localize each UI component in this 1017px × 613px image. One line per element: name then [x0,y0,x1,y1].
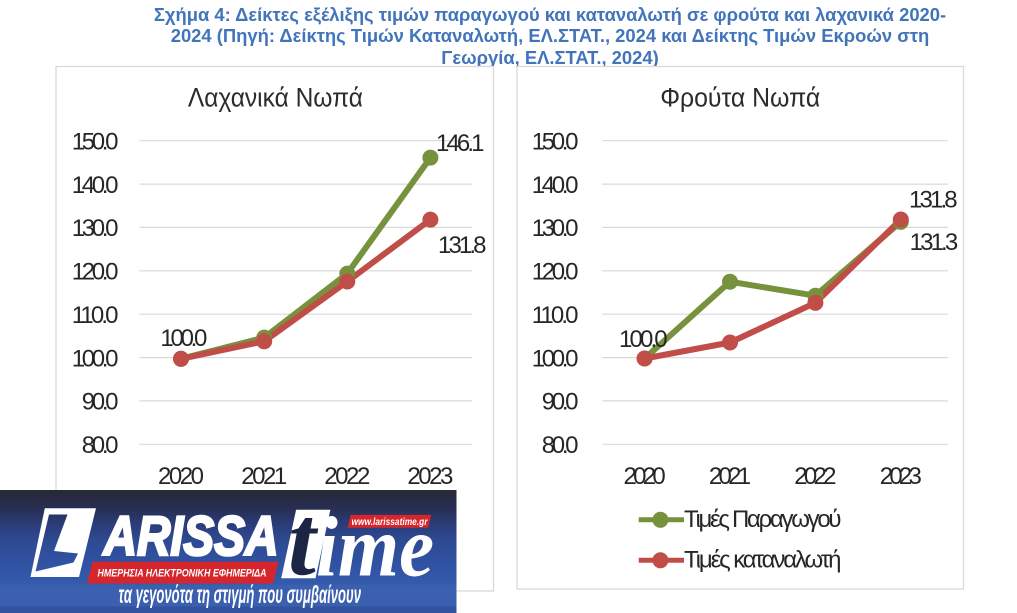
svg-text:Λαχανικά Νωπά: Λαχανικά Νωπά [188,83,363,113]
svg-text:146.1: 146.1 [436,130,485,157]
svg-text:80.0: 80.0 [82,432,119,459]
svg-text:130.0: 130.0 [72,215,119,242]
svg-text:ime: ime [316,499,434,595]
svg-text:90.0: 90.0 [82,389,119,416]
svg-text:80.0: 80.0 [542,432,579,459]
svg-text:Τιμές καταναλωτή: Τιμές καταναλωτή [684,547,842,574]
svg-text:130.0: 130.0 [532,215,579,242]
svg-text:2020: 2020 [158,463,204,490]
svg-text:131.8: 131.8 [909,186,958,213]
svg-text:τα γεγονότα τη στιγμή που συμβ: τα γεγονότα τη στιγμή που συμβαίνουν [119,581,362,609]
svg-text:2023: 2023 [880,463,922,490]
svg-text:www.larissatime.gr: www.larissatime.gr [352,516,429,528]
svg-text:140.0: 140.0 [72,172,119,199]
svg-text:100.0: 100.0 [160,325,207,352]
svg-text:110.0: 110.0 [532,302,579,329]
svg-text:150.0: 150.0 [532,128,579,155]
svg-text:140.0: 140.0 [532,172,579,199]
svg-text:150.0: 150.0 [72,128,119,155]
svg-text:2021: 2021 [709,463,751,490]
svg-text:120.0: 120.0 [532,259,579,286]
svg-text:Τιμές Παραγωγού: Τιμές Παραγωγού [684,506,842,533]
svg-text:100.0: 100.0 [532,345,579,372]
svg-text:2020: 2020 [624,463,666,490]
svg-text:2022: 2022 [324,463,370,490]
svg-text:100.0: 100.0 [72,345,119,372]
svg-text:100.0: 100.0 [619,326,668,353]
svg-text:131.3: 131.3 [910,229,959,256]
svg-text:ARISSA: ARISSA [102,504,279,567]
svg-text:ΗΜΕΡΗΣΙΑ ΗΛΕΚΤΡΟΝΙΚΗ ΕΦΗΜΕΡΙΔΑ: ΗΜΕΡΗΣΙΑ ΗΛΕΚΤΡΟΝΙΚΗ ΕΦΗΜΕΡΙΔΑ [98,568,267,580]
svg-text:Φρούτα Νωπά: Φρούτα Νωπά [660,83,820,113]
svg-text:90.0: 90.0 [542,389,579,416]
svg-text:110.0: 110.0 [72,302,119,329]
svg-text:131.8: 131.8 [438,232,487,259]
svg-text:2023: 2023 [407,463,453,490]
svg-text:2022: 2022 [794,463,836,490]
svg-text:2021: 2021 [241,463,287,490]
svg-text:120.0: 120.0 [72,259,119,286]
